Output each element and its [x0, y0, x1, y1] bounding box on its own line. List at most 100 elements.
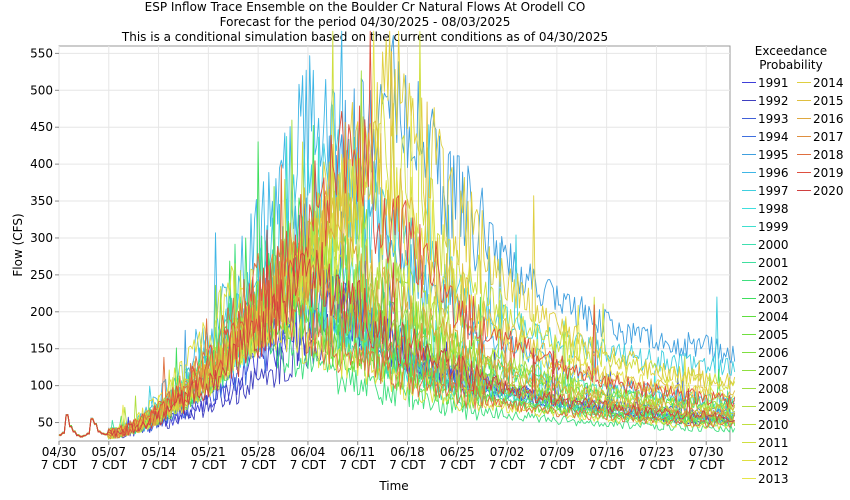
y-tick-label: 350 [30, 194, 53, 208]
legend-title-line2: Probability [759, 58, 823, 72]
x-tick-label-time: 7 CDT [190, 458, 227, 472]
x-tick-label-time: 7 CDT [688, 458, 725, 472]
x-tick-label-date: 04/30 [42, 445, 77, 459]
legend-swatch [797, 190, 811, 191]
legend-swatch [797, 118, 811, 119]
legend-item-1999: 1999 [742, 218, 802, 236]
legend-item-2013: 2013 [742, 470, 802, 488]
legend-label: 2014 [813, 76, 844, 90]
legend-item-1991: 1991 [742, 74, 802, 92]
legend-swatch [742, 244, 756, 245]
x-tick-label-time: 7 CDT [539, 458, 576, 472]
y-tick-label: 250 [30, 268, 53, 282]
legend-label: 2017 [813, 130, 844, 144]
series-line-2020 [58, 229, 735, 437]
legend-label: 2018 [813, 148, 844, 162]
legend-item-2010: 2010 [742, 416, 802, 434]
legend-label: 1999 [758, 220, 789, 234]
y-tick-label: 200 [30, 305, 53, 319]
x-tick-label-date: 07/09 [540, 445, 575, 459]
x-tick-label-date: 05/21 [191, 445, 226, 459]
chart-subtitle-period: Forecast for the period 04/30/2025 - 08/… [219, 15, 511, 29]
x-tick-label-date: 06/18 [390, 445, 425, 459]
legend-swatch [742, 424, 756, 425]
x-tick-label-time: 7 CDT [439, 458, 476, 472]
x-tick-label-time: 7 CDT [91, 458, 128, 472]
legend-swatch [742, 406, 756, 407]
legend-label: 1992 [758, 94, 789, 108]
legend-item-1997: 1997 [742, 182, 802, 200]
legend-swatch [742, 172, 756, 173]
legend-swatch [797, 172, 811, 173]
legend-label: 2001 [758, 256, 789, 270]
chart-titles: ESP Inflow Trace Ensemble on the Boulder… [0, 0, 730, 45]
series-layer [58, 30, 736, 440]
legend-item-2017: 2017 [797, 128, 850, 146]
x-tick-label-time: 7 CDT [588, 458, 625, 472]
legend-item-1992: 1992 [742, 92, 802, 110]
legend-label: 2006 [758, 346, 789, 360]
legend-item-2015: 2015 [797, 92, 850, 110]
legend-swatch [742, 118, 756, 119]
legend-swatch [742, 226, 756, 227]
x-axis-label: Time [378, 479, 408, 493]
legend-swatch [797, 136, 811, 137]
x-tick-label-date: 07/30 [689, 445, 724, 459]
legend-swatch [742, 262, 756, 263]
legend-item-1993: 1993 [742, 110, 802, 128]
legend-item-1998: 1998 [742, 200, 802, 218]
legend-item-2003: 2003 [742, 290, 802, 308]
legend-title-line1: Exceedance [754, 44, 828, 58]
legend-item-2020: 2020 [797, 182, 850, 200]
legend-label: 2013 [758, 472, 789, 486]
legend-label: 1994 [758, 130, 789, 144]
legend-label: 1996 [758, 166, 789, 180]
x-tick-label-date: 06/11 [340, 445, 375, 459]
legend-swatch [742, 190, 756, 191]
legend-label: 2012 [758, 454, 789, 468]
chart-title: ESP Inflow Trace Ensemble on the Boulder… [144, 0, 586, 14]
x-tick-label-date: 05/28 [241, 445, 276, 459]
x-tick-label-date: 05/14 [141, 445, 176, 459]
legend-label: 2019 [813, 166, 844, 180]
legend-label: 2002 [758, 274, 789, 288]
legend-label: 1997 [758, 184, 789, 198]
chart-subtitle-conditions: This is a conditional simulation based o… [121, 30, 609, 44]
y-tick-label: 450 [30, 120, 53, 134]
legend-label: 1991 [758, 76, 789, 90]
legend-label: 2016 [813, 112, 844, 126]
legend-swatch [797, 154, 811, 155]
x-tick-label-date: 07/16 [589, 445, 624, 459]
legend-swatch [797, 82, 811, 83]
legend-swatch [742, 298, 756, 299]
legend-swatch [742, 478, 756, 479]
legend-label: 2007 [758, 364, 789, 378]
legend-item-1994: 1994 [742, 128, 802, 146]
legend-label: 2009 [758, 400, 789, 414]
legend-item-2007: 2007 [742, 362, 802, 380]
legend-swatch [742, 136, 756, 137]
legend-swatch [742, 280, 756, 281]
legend-item-2019: 2019 [797, 164, 850, 182]
legend-swatch [742, 388, 756, 389]
y-tick-label: 50 [38, 416, 53, 430]
legend-item-2014: 2014 [797, 74, 850, 92]
legend-item-2001: 2001 [742, 254, 802, 272]
legend-swatch [742, 370, 756, 371]
x-tick-label-time: 7 CDT [140, 458, 177, 472]
legend-label: 1998 [758, 202, 789, 216]
legend-swatch [742, 442, 756, 443]
x-tick-label-time: 7 CDT [389, 458, 426, 472]
legend-item-2004: 2004 [742, 308, 802, 326]
x-tick-label-date: 06/04 [291, 445, 326, 459]
x-tick-label-time: 7 CDT [638, 458, 675, 472]
legend-item-2016: 2016 [797, 110, 850, 128]
legend-swatch [797, 100, 811, 101]
legend-label: 2004 [758, 310, 789, 324]
legend-item-2000: 2000 [742, 236, 802, 254]
x-tick-label-date: 06/25 [440, 445, 475, 459]
x-tick-label-date: 07/02 [490, 445, 525, 459]
legend-swatch [742, 334, 756, 335]
